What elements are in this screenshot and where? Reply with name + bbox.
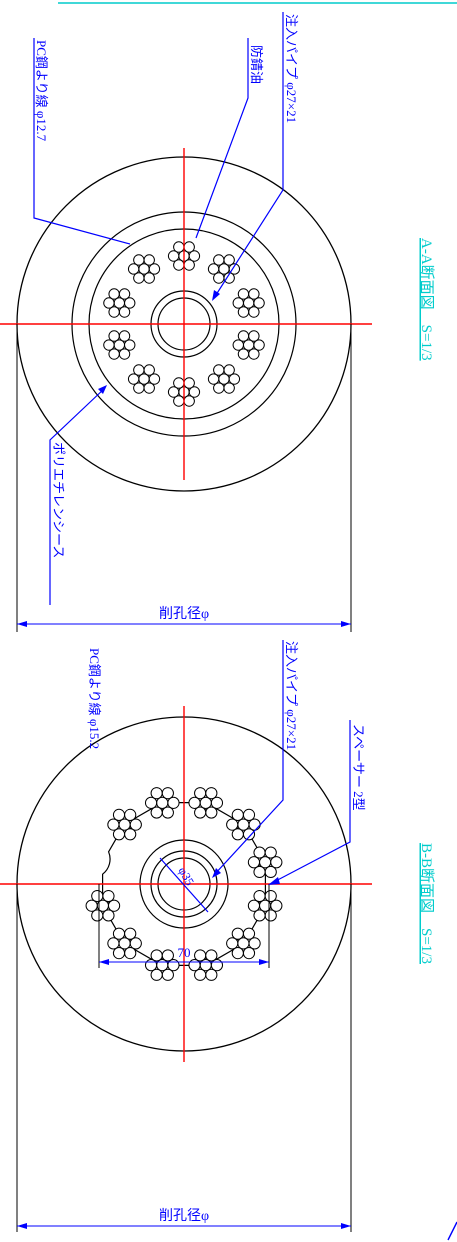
bb-title: B-B断面図 S=1/3: [418, 843, 435, 964]
bb-leader-pipe: [213, 640, 284, 876]
bb-label-bore: 削孔径φ: [159, 1208, 209, 1224]
section-bb: PC鋼より線 φ15.2 注入パイプ φ27×21 スペーサー 2型 φ35 7…: [0, 640, 435, 1232]
bb-strand-bundle: [107, 927, 142, 960]
bb-label-pc-strand: PC鋼より線 φ15.2: [87, 648, 102, 749]
aa-leader-sheath: [49, 387, 106, 605]
section-aa: PC鋼より線 φ12.7 防錆油 注入パイプ φ27×21 ポリエチレンシース …: [0, 12, 435, 632]
bb-strand-bundle: [144, 949, 180, 981]
aa-strand-bundle: [207, 364, 241, 394]
corner-mark: [447, 1221, 457, 1241]
bb-inner-dia-line: [159, 857, 209, 913]
aa-strand-bundle: [127, 364, 161, 394]
aa-label-rust-oil: 防錆油: [249, 45, 264, 84]
aa-title: A-A断面図 S=1/3: [418, 238, 435, 361]
aa-dim-arrow-right: [341, 621, 351, 627]
bb-strand-bundle: [144, 787, 180, 819]
aa-label-sheath: ポリエチレンシース: [51, 442, 66, 558]
bb-dim-arrow-right: [341, 1223, 351, 1229]
aa-strand-bundle: [167, 241, 201, 271]
aa-leader-pc-strand: [33, 38, 131, 245]
bb-strand-bundle: [247, 846, 283, 879]
bb-strand-bundle: [107, 808, 142, 841]
aa-label-pc-strand: PC鋼より線 φ12.7: [34, 40, 49, 142]
bb-strand-bundle: [226, 808, 261, 841]
aa-label-pipe: 注入パイプ φ27×21: [284, 14, 299, 123]
aa-strand-group: [103, 241, 265, 407]
bb-leader-pipe-arrow: [212, 868, 221, 878]
aa-leader-pipe: [213, 12, 284, 299]
aa-strand-bundle: [207, 254, 241, 284]
bb-width-arrow-left: [99, 959, 109, 965]
bb-strand-bundle: [226, 927, 261, 960]
bb-strand-bundle: [188, 949, 224, 981]
aa-strand-bundle: [232, 330, 265, 360]
bb-strand-bundle: [85, 889, 121, 922]
bb-width-arrow-right: [259, 959, 269, 965]
aa-strand-bundle: [103, 330, 136, 360]
bb-strand-bundle: [247, 889, 283, 922]
aa-label-bore: 削孔径φ: [159, 606, 209, 622]
bb-strand-bundle: [188, 787, 224, 819]
bb-label-spacer: スペーサー 2型: [351, 724, 366, 811]
aa-strand-bundle: [127, 254, 161, 284]
bb-label-pipe: 注入パイプ φ27×21: [284, 641, 299, 750]
aa-leader-sheath-arrow: [98, 385, 107, 394]
aa-strand-bundle: [232, 288, 265, 318]
bb-strand-group: [85, 787, 283, 981]
aa-strand-bundle: [103, 288, 136, 318]
bb-leader-spacer-arrow: [268, 877, 280, 885]
bb-label-width: 70: [178, 945, 191, 960]
bb-dim-arrow-left: [17, 1223, 27, 1229]
bb-leader-spacer: [269, 720, 351, 885]
aa-leader-rust-oil: [195, 38, 249, 239]
aa-dim-arrow-left: [17, 621, 27, 627]
aa-leader-pipe-arrow: [212, 290, 220, 301]
